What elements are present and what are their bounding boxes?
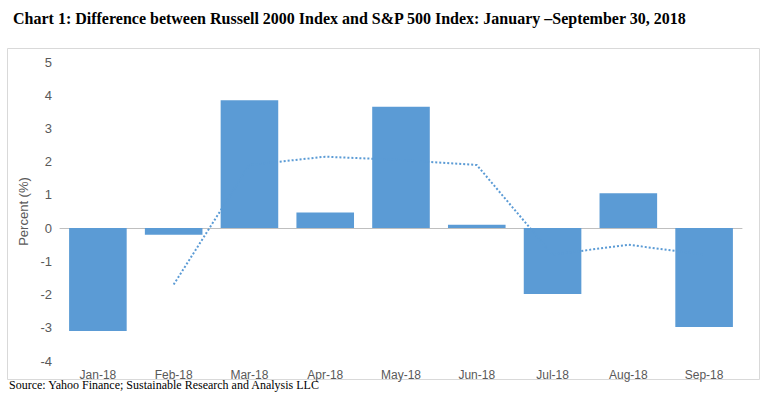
svg-text:Chart 1: Difference between Ru: Chart 1: Difference between Russell 2000… (13, 10, 686, 28)
svg-text:May-18: May-18 (381, 368, 421, 382)
svg-text:Aug-18: Aug-18 (609, 368, 648, 382)
svg-text:-1: -1 (40, 254, 52, 269)
svg-text:-2: -2 (40, 287, 52, 302)
svg-text:-3: -3 (40, 320, 52, 335)
svg-text:Jun-18: Jun-18 (458, 368, 495, 382)
svg-text:2: 2 (45, 154, 52, 169)
svg-text:Apr-18: Apr-18 (307, 368, 344, 382)
svg-text:-4: -4 (40, 354, 52, 369)
svg-text:Jul-18: Jul-18 (536, 368, 569, 382)
svg-text:Sep-18: Sep-18 (685, 368, 724, 382)
svg-text:Percent (%): Percent (%) (16, 177, 31, 246)
svg-text:1: 1 (45, 187, 52, 202)
svg-text:Source: Yahoo Finance; Sustain: Source: Yahoo Finance; Sustainable Resea… (9, 378, 319, 392)
svg-text:Jan-18: Jan-18 (79, 368, 117, 382)
svg-text:3: 3 (45, 121, 52, 136)
svg-text:Feb-18: Feb-18 (154, 368, 193, 382)
svg-text:0: 0 (45, 221, 52, 236)
svg-text:4: 4 (45, 88, 52, 103)
svg-text:5: 5 (45, 55, 52, 70)
svg-text:Mar-18: Mar-18 (230, 368, 269, 382)
